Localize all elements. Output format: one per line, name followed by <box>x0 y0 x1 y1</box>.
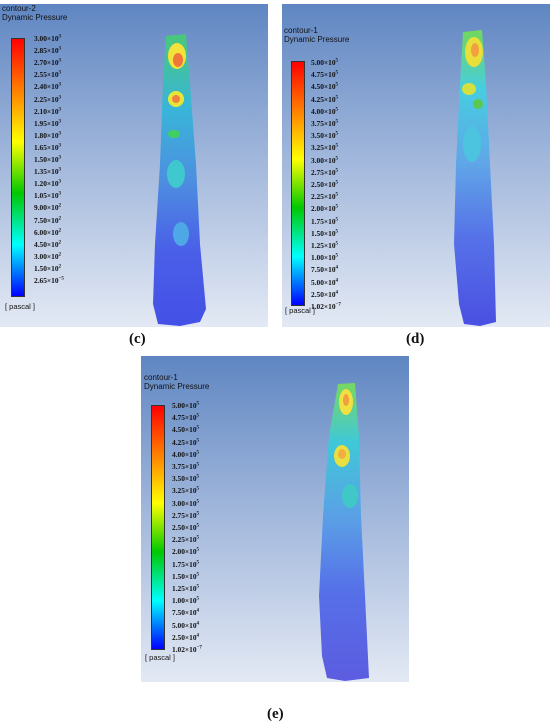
colorbar-tick-label: 5.00×104 <box>172 620 200 630</box>
colorbar-tick-label: 4.25×105 <box>311 94 339 104</box>
colorbar-tick-label: 1.25×105 <box>311 241 339 250</box>
colorbar-tick-label: 3.00×105 <box>311 155 339 165</box>
colorbar-tick-label: 1.50×102 <box>34 263 62 273</box>
colorbar-tick-label: 3.50×105 <box>311 131 339 141</box>
colorbar-tick-label: 4.25×105 <box>172 437 200 447</box>
contour-name: contour-1 <box>144 373 178 382</box>
colorbar-tick-label: 1.20×103 <box>34 179 62 189</box>
unit-label: [ pascal ] <box>145 653 176 662</box>
contour-panel-e: contour-1 Dynamic Pressure [ pascal ] 5.… <box>141 356 409 682</box>
colorbar-tick-label: 1.65×103 <box>34 142 62 152</box>
colorbar-tick-label: 2.00×105 <box>172 547 200 557</box>
colorbar-tick-label: 2.75×105 <box>172 510 200 520</box>
variable-name: Dynamic Pressure <box>144 381 210 391</box>
colorbar-tick-label: 2.40×103 <box>34 82 62 92</box>
contour-panel-d: contour-1 Dynamic Pressure [ pascal ] 5.… <box>282 4 550 327</box>
colorbar-tick-label: 6.00×102 <box>34 227 62 237</box>
colorbar <box>11 38 25 297</box>
colorbar-tick-label: 2.25×105 <box>311 192 339 202</box>
colorbar-tick-label: 2.70×103 <box>34 58 62 68</box>
colorbar-tick-label: 1.02×10−7 <box>172 645 202 654</box>
blade-contour <box>454 30 496 326</box>
colorbar-tick-label: 3.00×105 <box>172 498 200 508</box>
colorbar-tick-label: 2.85×103 <box>34 46 62 56</box>
colorbar-tick-label: 1.50×103 <box>34 155 62 164</box>
colorbar-tick-label: 4.00×105 <box>172 449 200 459</box>
colorbar-tick-label: 2.00×105 <box>311 204 339 214</box>
colorbar-tick-label: 2.65×10−5 <box>34 276 64 285</box>
colorbar-tick-label: 1.80×103 <box>34 130 62 140</box>
colorbar-tick-label: 1.95×103 <box>34 118 62 128</box>
colorbar-tick-label: 2.25×103 <box>34 94 62 104</box>
blade-contour <box>153 34 206 326</box>
colorbar-tick-label: 2.10×103 <box>34 106 62 116</box>
colorbar-tick-label: 3.00×102 <box>34 251 62 261</box>
colorbar-tick-label: 1.75×105 <box>172 559 200 569</box>
caption-e: (e) <box>267 706 284 722</box>
colorbar-tick-label: 3.25×105 <box>311 143 339 153</box>
colorbar-tick-label: 3.50×105 <box>172 474 200 484</box>
colorbar-tick-label: 1.50×105 <box>172 571 200 581</box>
colorbar-tick-label: 4.50×102 <box>34 239 62 249</box>
panel-title: contour-1 Dynamic Pressure <box>144 373 210 391</box>
caption-c: (c) <box>129 331 146 347</box>
colorbar-tick-label: 2.50×105 <box>311 180 339 189</box>
colorbar-tick-label: 2.75×105 <box>311 167 339 177</box>
colorbar-tick-label: 5.00×105 <box>311 58 339 67</box>
colorbar-tick-label: 4.50×105 <box>311 82 339 92</box>
colorbar-tick-label: 1.05×103 <box>34 191 62 201</box>
contour-name: contour-2 <box>2 4 36 13</box>
colorbar-tick-label: 1.02×10−7 <box>311 302 341 311</box>
colorbar-tick-label: 4.75×105 <box>311 70 339 80</box>
panel-title: contour-1 Dynamic Pressure <box>284 26 350 44</box>
colorbar-tick-label: 1.00×105 <box>311 253 339 263</box>
colorbar-tick-label: 5.00×104 <box>311 277 339 287</box>
colorbar-tick-label: 7.50×102 <box>34 215 62 225</box>
colorbar-tick-label: 7.50×104 <box>172 608 200 618</box>
contour-panel-c: contour-2 Dynamic Pressure [ pascal ] 3.… <box>0 4 268 327</box>
colorbar-tick-label: 1.75×105 <box>311 216 339 226</box>
colorbar-tick-label: 2.25×105 <box>172 535 200 545</box>
colorbar-tick-label: 3.75×105 <box>172 462 200 471</box>
unit-label: [ pascal ] <box>5 302 36 311</box>
panel-title: contour-2 Dynamic Pressure <box>2 4 68 22</box>
colorbar-tick-label: 2.50×104 <box>311 289 339 299</box>
colorbar-tick-label: 1.25×105 <box>172 584 200 593</box>
colorbar-tick-label: 3.00×103 <box>34 34 62 43</box>
unit-label: [ pascal ] <box>285 306 316 315</box>
colorbar-tick-label: 4.75×105 <box>172 413 200 423</box>
colorbar-tick-label: 4.50×105 <box>172 425 200 435</box>
colorbar-tick-label: 9.00×102 <box>34 203 62 213</box>
colorbar-tick-label: 3.75×105 <box>311 119 339 128</box>
colorbar-tick-label: 2.55×103 <box>34 70 62 80</box>
colorbar-tick-label: 1.50×105 <box>311 228 339 238</box>
blade-contour <box>319 383 369 681</box>
contour-name: contour-1 <box>284 26 318 35</box>
variable-name: Dynamic Pressure <box>2 12 68 22</box>
colorbar-tick-label: 3.25×105 <box>172 486 200 496</box>
colorbar <box>291 61 305 306</box>
colorbar <box>151 405 165 650</box>
colorbar-tick-label: 1.35×103 <box>34 167 62 177</box>
colorbar-tick-label: 2.50×105 <box>172 523 200 532</box>
variable-name: Dynamic Pressure <box>284 34 350 44</box>
colorbar-tick-label: 2.50×104 <box>172 632 200 642</box>
colorbar-tick-label: 4.00×105 <box>311 106 339 116</box>
colorbar-tick-label: 5.00×105 <box>172 401 200 410</box>
colorbar-tick-label: 1.00×105 <box>172 596 200 606</box>
colorbar-tick-label: 7.50×104 <box>311 265 339 275</box>
caption-d: (d) <box>406 331 425 347</box>
